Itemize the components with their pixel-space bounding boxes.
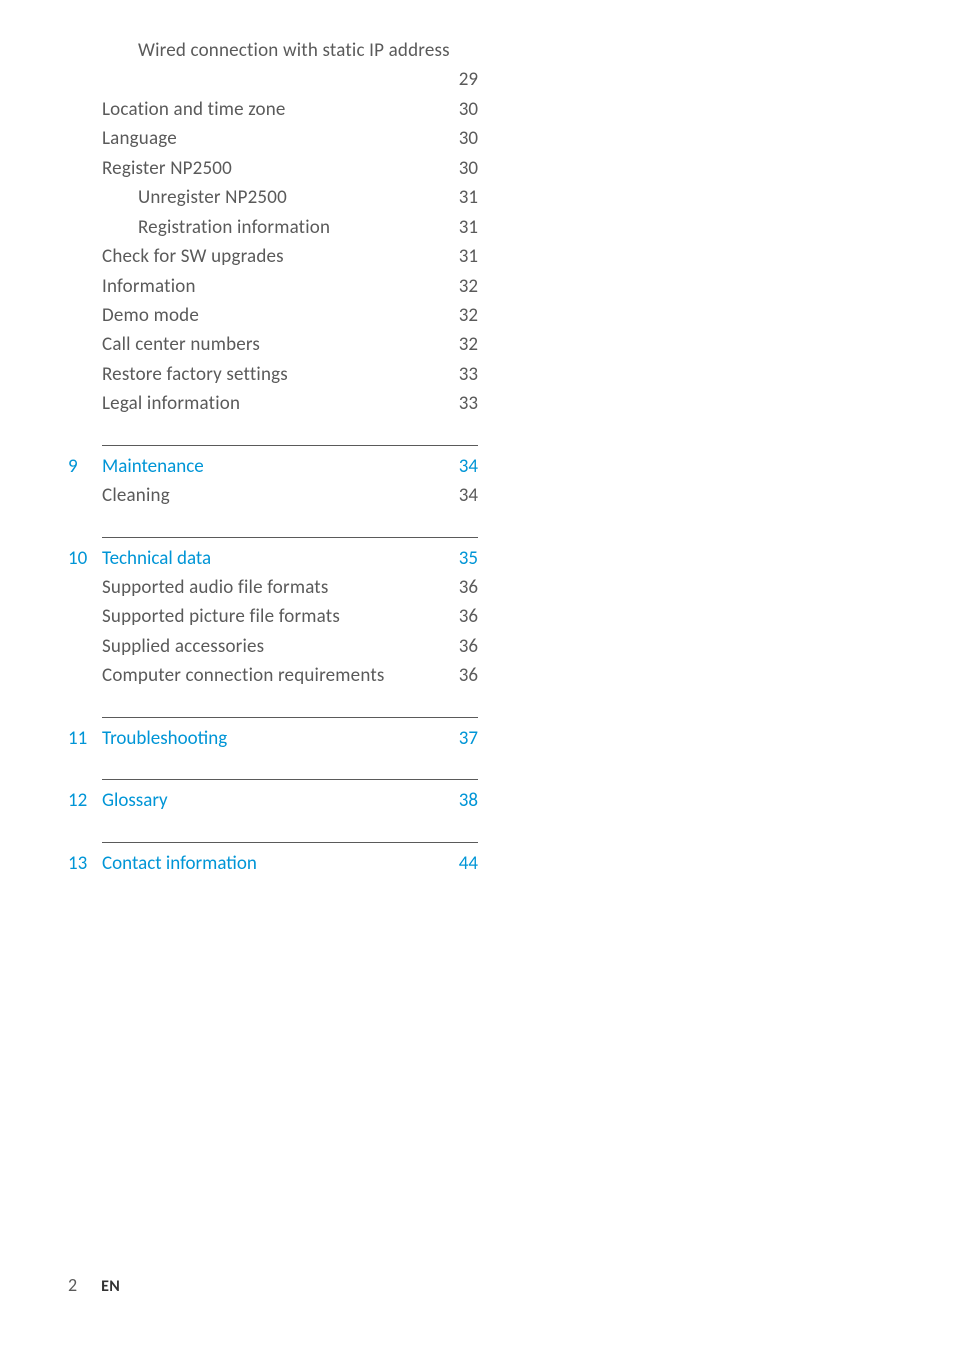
section-rule (102, 445, 478, 446)
toc-entry-page-only: 29 (68, 65, 478, 94)
toc-page: 33 (448, 360, 478, 389)
section-number: 10 (68, 544, 102, 573)
toc-label: Registration information (138, 213, 330, 242)
toc-page: 32 (448, 272, 478, 301)
toc-section: 9 Maintenance 34 Cleaning 34 (68, 445, 478, 511)
section-title: Contact information (102, 849, 448, 878)
section-title: Troubleshooting (102, 724, 448, 753)
toc-label: Location and time zone (102, 95, 286, 124)
toc-lead-block: Wired connection with static IP address … (68, 36, 478, 419)
toc-page: 36 (448, 661, 478, 690)
toc-entry: Language 30 (68, 124, 478, 153)
toc-label: Demo mode (102, 301, 199, 330)
toc-label: Supported audio file formats (102, 573, 328, 602)
toc-page: 32 (448, 301, 478, 330)
toc-entry: Check for SW upgrades 31 (68, 242, 478, 271)
toc-section-heading: 13 Contact information 44 (68, 849, 478, 878)
toc-label: Cleaning (102, 481, 170, 510)
page-footer: 2 EN (68, 1274, 120, 1296)
toc-label: Check for SW upgrades (102, 242, 284, 271)
section-title: Technical data (102, 544, 448, 573)
toc-entry: Registration information 31 (68, 213, 478, 242)
toc-column: Wired connection with static IP address … (68, 36, 478, 878)
toc-entry: Location and time zone 30 (68, 95, 478, 124)
toc-entry: Computer connection requirements 36 (68, 661, 478, 690)
toc-entry: Restore factory settings 33 (68, 360, 478, 389)
section-number: 9 (68, 452, 102, 481)
toc-page: 33 (448, 389, 478, 418)
toc-label: Information (102, 272, 196, 301)
toc-page: 30 (448, 95, 478, 124)
section-number: 12 (68, 786, 102, 815)
section-number: 13 (68, 849, 102, 878)
toc-page: 32 (448, 330, 478, 359)
toc-label: Unregister NP2500 (138, 183, 287, 212)
section-page: 44 (448, 849, 478, 878)
section-page: 37 (448, 724, 478, 753)
toc-page: 36 (448, 573, 478, 602)
toc-section-heading: 10 Technical data 35 (68, 544, 478, 573)
toc-label: Register NP2500 (102, 154, 232, 183)
section-page: 38 (448, 786, 478, 815)
toc-label: Restore factory settings (102, 360, 288, 389)
toc-label: Supplied accessories (102, 632, 264, 661)
toc-section: 12 Glossary 38 (68, 779, 478, 815)
section-rule (102, 779, 478, 780)
toc-label: Wired connection with static IP address (138, 36, 450, 65)
toc-page: 30 (448, 124, 478, 153)
language-code: EN (101, 1277, 120, 1296)
toc-page: 29 (448, 65, 478, 94)
toc-section-heading: 12 Glossary 38 (68, 786, 478, 815)
toc-entry: Cleaning 34 (68, 481, 478, 510)
section-rule (102, 537, 478, 538)
section-page: 34 (448, 452, 478, 481)
toc-entry: Call center numbers 32 (68, 330, 478, 359)
section-number: 11 (68, 724, 102, 753)
toc-entry: Information 32 (68, 272, 478, 301)
toc-label: Legal information (102, 389, 240, 418)
toc-section-heading: 9 Maintenance 34 (68, 452, 478, 481)
section-title: Maintenance (102, 452, 448, 481)
toc-page: 31 (448, 183, 478, 212)
toc-section: 11 Troubleshooting 37 (68, 717, 478, 753)
toc-page: 31 (448, 213, 478, 242)
toc-page: 31 (448, 242, 478, 271)
toc-page: 34 (448, 481, 478, 510)
toc-page: 36 (448, 632, 478, 661)
section-title: Glossary (102, 786, 448, 815)
toc-section-heading: 11 Troubleshooting 37 (68, 724, 478, 753)
section-page: 35 (448, 544, 478, 573)
toc-entry: Supported audio file formats 36 (68, 573, 478, 602)
toc-entry: Wired connection with static IP address (68, 36, 478, 65)
page-number: 2 (68, 1274, 77, 1296)
toc-label: Computer connection requirements (102, 661, 385, 690)
section-rule (102, 717, 478, 718)
toc-section: 13 Contact information 44 (68, 842, 478, 878)
toc-entry: Supplied accessories 36 (68, 632, 478, 661)
toc-entry: Demo mode 32 (68, 301, 478, 330)
toc-label: Call center numbers (102, 330, 260, 359)
toc-label: Supported picture file formats (102, 602, 340, 631)
toc-entry: Supported picture file formats 36 (68, 602, 478, 631)
toc-page: 30 (448, 154, 478, 183)
toc-section: 10 Technical data 35 Supported audio fil… (68, 537, 478, 691)
toc-page: 36 (448, 602, 478, 631)
toc-label: Language (102, 124, 177, 153)
section-rule (102, 842, 478, 843)
toc-entry: Register NP2500 30 (68, 154, 478, 183)
toc-entry: Unregister NP2500 31 (68, 183, 478, 212)
toc-entry: Legal information 33 (68, 389, 478, 418)
